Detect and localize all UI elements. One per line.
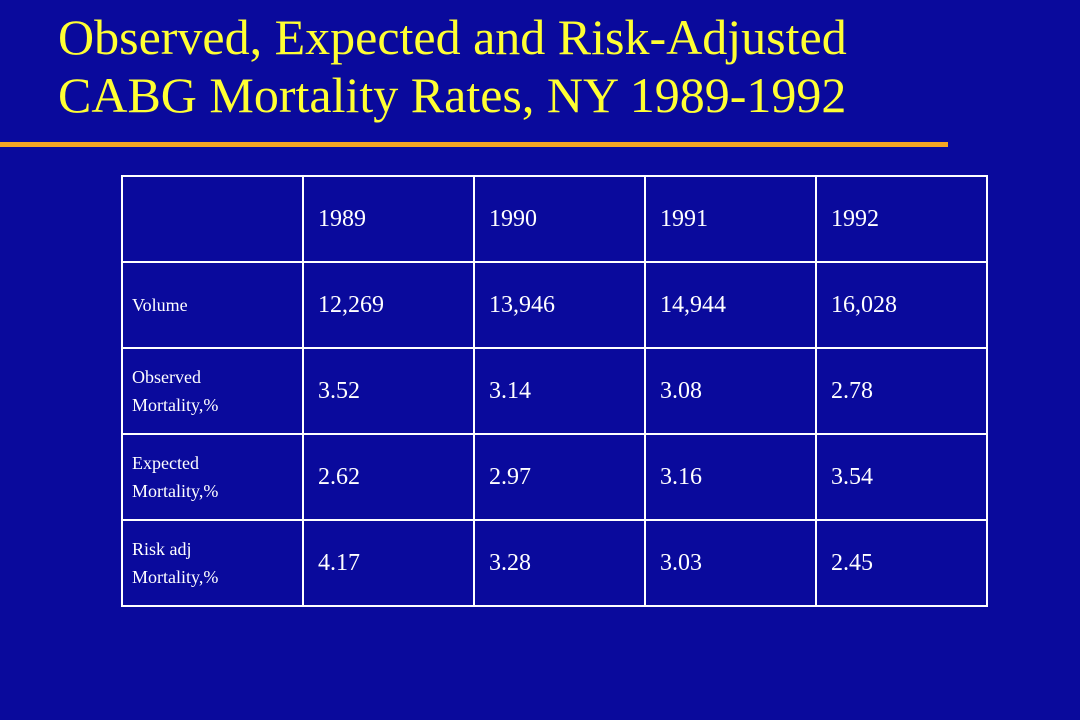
row-label-line: Observed [132,367,201,387]
column-header-1990: 1990 [473,175,646,263]
table-cell: 14,944 [644,261,817,349]
column-header-1989: 1989 [302,175,475,263]
table-cell: 16,028 [815,261,988,349]
table-cell: 3.16 [644,433,817,521]
table-cell: 12,269 [302,261,475,349]
mortality-table: 1989 1990 1991 1992 Volume 12,269 13,946… [121,175,988,607]
row-label-line: Volume [132,295,188,315]
title-underline [0,142,948,147]
row-label-volume: Volume [121,261,304,349]
table-cell: 3.14 [473,347,646,435]
row-label-line: Mortality,% [132,567,219,587]
table-cell: 3.54 [815,433,988,521]
row-label-expected-mortality: Expected Mortality,% [121,433,304,521]
table-cell: 2.78 [815,347,988,435]
row-label-line: Expected [132,453,199,473]
column-header-1991: 1991 [644,175,817,263]
table-row-expected-mortality: Expected Mortality,% 2.62 2.97 3.16 3.54 [121,433,988,521]
slide-title: Observed, Expected and Risk-Adjusted CAB… [58,8,1058,124]
table-cell: 13,946 [473,261,646,349]
table-row-risk-adjusted-mortality: Risk adj Mortality,% 4.17 3.28 3.03 2.45 [121,519,988,607]
table-row-observed-mortality: Observed Mortality,% 3.52 3.14 3.08 2.78 [121,347,988,435]
table-row-volume: Volume 12,269 13,946 14,944 16,028 [121,261,988,349]
table-corner-cell [121,175,304,263]
row-label-line: Risk adj [132,539,192,559]
table-cell: 3.03 [644,519,817,607]
table-cell: 2.45 [815,519,988,607]
row-label-observed-mortality: Observed Mortality,% [121,347,304,435]
table-cell: 3.08 [644,347,817,435]
table-cell: 2.97 [473,433,646,521]
table-cell: 4.17 [302,519,475,607]
row-label-risk-adjusted-mortality: Risk adj Mortality,% [121,519,304,607]
table-header-row: 1989 1990 1991 1992 [121,175,988,263]
title-line-2: CABG Mortality Rates, NY 1989-1992 [58,67,847,123]
table-cell: 2.62 [302,433,475,521]
row-label-line: Mortality,% [132,481,219,501]
title-line-1: Observed, Expected and Risk-Adjusted [58,9,847,65]
table-cell: 3.52 [302,347,475,435]
column-header-1992: 1992 [815,175,988,263]
table-cell: 3.28 [473,519,646,607]
row-label-line: Mortality,% [132,395,219,415]
